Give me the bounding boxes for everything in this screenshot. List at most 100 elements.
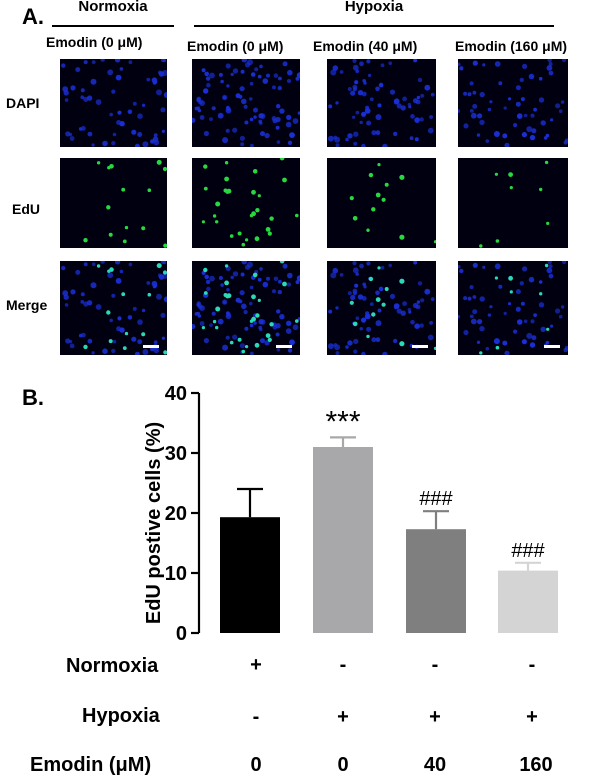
dapi-nucleus [353, 338, 359, 345]
dapi-nucleus [472, 309, 478, 315]
dapi-nucleus [132, 101, 137, 106]
dapi-nucleus [151, 77, 158, 83]
edu-nucleus [366, 228, 370, 232]
edu-nucleus [349, 300, 354, 305]
dapi-nucleus [119, 269, 124, 274]
dapi-nucleus [540, 326, 546, 332]
dapi-nucleus [347, 340, 353, 346]
edu-nucleus [508, 172, 513, 177]
dapi-nucleus [289, 132, 295, 138]
dapi-nucleus [389, 293, 396, 299]
normoxia-value-3: - [431, 654, 439, 676]
dapi-nucleus [366, 120, 372, 126]
dapi-nucleus [196, 96, 201, 101]
dapi-nucleus [408, 310, 412, 314]
edu-nucleus [245, 238, 249, 242]
significance-label-4: ### [511, 540, 545, 562]
dapi-nucleus [415, 99, 421, 105]
dapi-nucleus [355, 272, 359, 276]
dapi-nucleus [156, 293, 162, 300]
dapi-nucleus [363, 81, 367, 85]
dapi-nucleus [520, 301, 525, 306]
dapi-nucleus [538, 280, 543, 284]
edu-nucleus [203, 164, 208, 169]
dapi-nucleus [64, 98, 69, 102]
dapi-nucleus [561, 305, 565, 309]
edu-nucleus [546, 221, 550, 225]
micrograph-edu-normoxia-emodin-0 [60, 158, 167, 248]
dapi-nucleus [550, 118, 554, 122]
dapi-nucleus [199, 100, 205, 106]
dapi-nucleus [458, 314, 461, 319]
dapi-nucleus [217, 112, 224, 119]
dapi-nucleus [292, 324, 299, 331]
dapi-nucleus [91, 143, 95, 147]
dapi-nucleus [90, 78, 97, 85]
dapi-nucleus [80, 300, 85, 304]
edu-nucleus [269, 322, 274, 327]
dapi-nucleus [380, 265, 385, 270]
dapi-nucleus [516, 113, 523, 119]
dapi-nucleus [205, 279, 211, 285]
dapi-nucleus [548, 264, 553, 269]
dapi-nucleus [400, 310, 406, 316]
group-title-normoxia: Normoxia [78, 0, 148, 15]
edu-nucleus [371, 207, 376, 212]
edu-nucleus [106, 310, 111, 315]
dapi-nucleus [80, 292, 85, 297]
edu-nucleus [295, 213, 299, 218]
dapi-nucleus [393, 131, 398, 137]
edu-nucleus [225, 189, 230, 194]
dapi-nucleus [498, 284, 503, 289]
dapi-nucleus [209, 72, 215, 79]
dapi-nucleus [419, 323, 424, 328]
dapi-nucleus [350, 294, 356, 301]
edu-nucleus [544, 263, 549, 268]
edu-nucleus [96, 161, 101, 165]
dapi-nucleus [339, 70, 344, 74]
dapi-nucleus [477, 113, 483, 119]
dapi-nucleus [112, 132, 117, 137]
dapi-nucleus [561, 100, 565, 104]
dapi-nucleus [127, 315, 133, 320]
edu-nucleus [215, 325, 219, 330]
dapi-nucleus [502, 340, 508, 346]
dapi-nucleus [463, 296, 468, 301]
dapi-nucleus [153, 340, 158, 345]
edu-nucleus [495, 239, 500, 243]
edu-nucleus [381, 302, 386, 307]
dapi-nucleus [366, 261, 371, 266]
dapi-nucleus [378, 286, 384, 292]
dapi-nucleus [111, 89, 116, 94]
dapi-nucleus [377, 308, 382, 313]
dapi-nucleus [408, 105, 412, 109]
dapi-nucleus [119, 121, 125, 127]
dapi-nucleus [80, 95, 85, 100]
dapi-nucleus [371, 337, 377, 343]
dapi-nucleus [467, 296, 472, 301]
normoxia-value-1: + [250, 654, 262, 676]
edu-nucleus [249, 213, 254, 218]
micrograph-dapi-hypoxia-emodin-0 [192, 59, 300, 147]
dapi-nucleus [538, 76, 543, 81]
dapi-nucleus [225, 63, 231, 69]
dapi-nucleus [388, 263, 392, 268]
dapi-nucleus [91, 351, 95, 355]
dapi-nucleus [142, 349, 149, 355]
dapi-nucleus [158, 71, 165, 77]
dapi-nucleus [142, 141, 149, 147]
edu-nucleus [121, 292, 126, 297]
dapi-nucleus [209, 117, 213, 121]
dapi-nucleus [469, 285, 474, 290]
dapi-nucleus [472, 60, 478, 66]
scale-bar [276, 345, 292, 348]
hypoxia-value-1: - [252, 706, 260, 728]
dapi-nucleus [239, 343, 245, 349]
dapi-nucleus [417, 77, 423, 83]
dapi-nucleus [547, 261, 552, 265]
dapi-nucleus [75, 67, 81, 73]
dapi-nucleus [485, 139, 490, 143]
dapi-nucleus [273, 276, 279, 282]
dapi-nucleus [259, 113, 266, 119]
dapi-nucleus [417, 281, 423, 286]
